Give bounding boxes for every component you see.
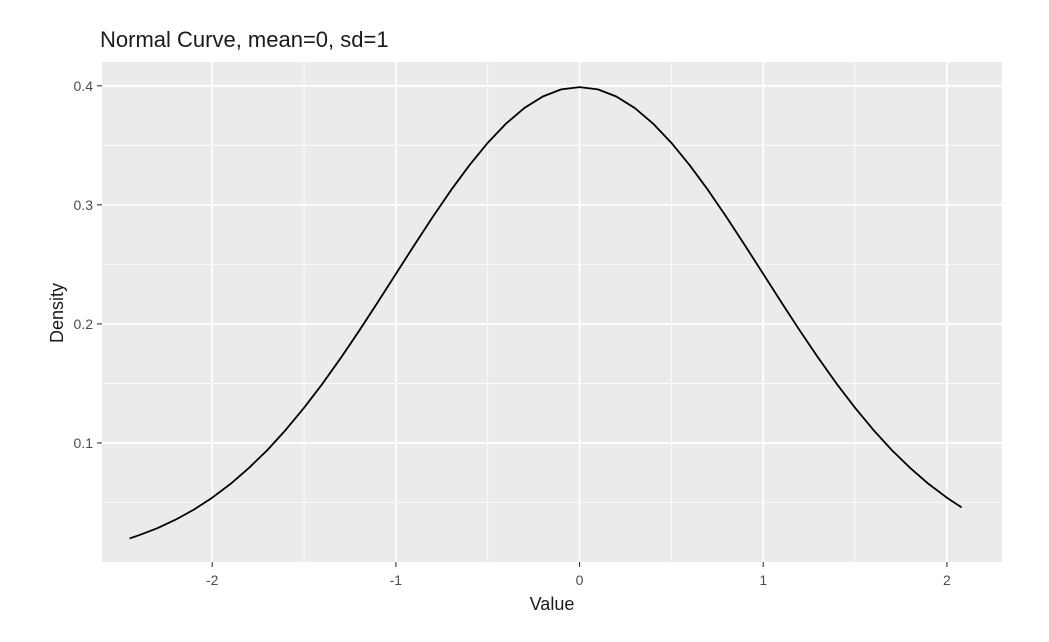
x-tick-label: -2: [206, 572, 219, 588]
x-axis-ticks: -2 -1 0 1 2: [206, 562, 951, 588]
minor-grid-y: [102, 144, 1002, 503]
major-grid-x: [211, 62, 948, 562]
density-curve-line: [129, 86, 963, 540]
chart-title: Normal Curve, mean=0, sd=1: [100, 27, 389, 52]
y-axis-title: Density: [47, 283, 67, 343]
x-tick-label: 2: [943, 572, 951, 588]
y-axis-ticks: 0.1 0.2 0.3 0.4: [74, 78, 102, 451]
x-tick-label: 0: [576, 572, 584, 588]
plot-panel: [102, 62, 1002, 562]
x-tick-label: -1: [390, 572, 403, 588]
x-axis-title: Value: [530, 594, 575, 614]
y-tick-label: 0.4: [74, 78, 94, 94]
y-tick-label: 0.2: [74, 316, 94, 332]
x-tick-label: 1: [759, 572, 767, 588]
y-tick-label: 0.3: [74, 197, 94, 213]
major-grid-y: [102, 84, 1002, 444]
y-tick-label: 0.1: [74, 435, 94, 451]
